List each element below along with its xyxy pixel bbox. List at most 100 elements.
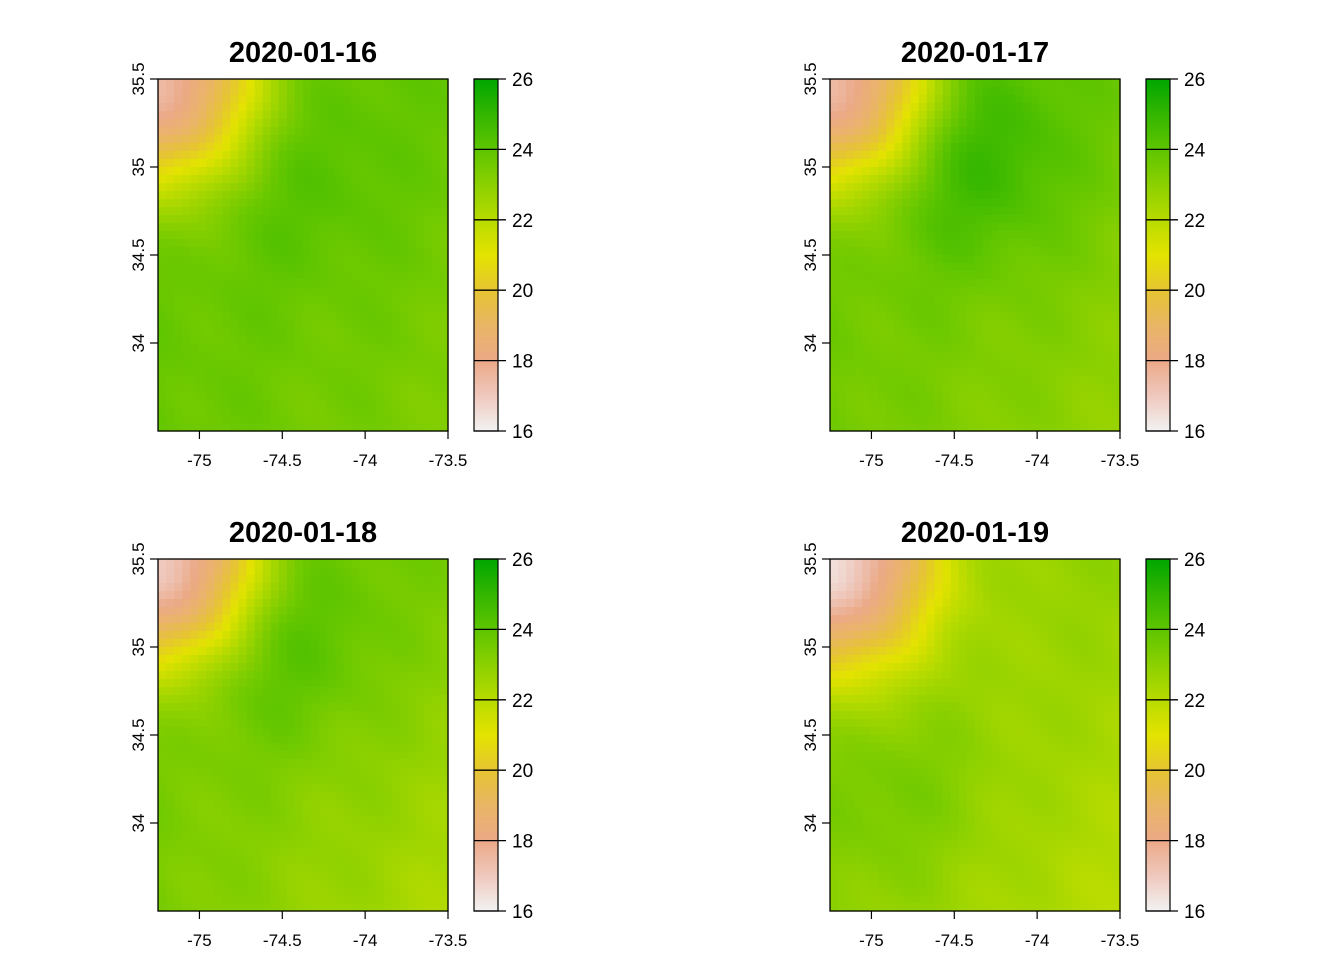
panel-title: 2020-01-18 — [229, 517, 377, 549]
raster-cell — [862, 151, 871, 160]
raster-cell — [399, 271, 409, 280]
raster-cell — [182, 887, 191, 896]
raster-cell — [391, 759, 401, 768]
raster-cell — [950, 87, 960, 96]
raster-cell — [206, 231, 215, 240]
raster-cell — [870, 279, 879, 288]
raster-cell — [359, 687, 369, 696]
raster-cell — [270, 895, 280, 904]
raster-cell — [991, 87, 1000, 96]
raster-cell — [1007, 111, 1016, 120]
raster-cell — [926, 167, 936, 176]
raster-cell — [166, 903, 175, 912]
raster-cell — [854, 575, 863, 584]
raster-cell — [383, 215, 393, 224]
raster-cell — [975, 415, 984, 424]
raster-cell — [1015, 367, 1024, 376]
raster-cell — [222, 127, 232, 136]
raster-cell — [214, 79, 224, 88]
raster-cell — [286, 87, 296, 96]
raster-cell — [439, 647, 449, 656]
raster-cell — [439, 159, 449, 168]
raster-cell — [966, 303, 976, 312]
raster-cell — [950, 303, 960, 312]
raster-cell — [303, 639, 312, 648]
raster-cell — [182, 311, 191, 320]
raster-cell — [391, 783, 401, 792]
raster-cell — [1015, 351, 1024, 360]
raster-cell — [375, 87, 385, 96]
raster-cell — [1111, 183, 1121, 192]
raster-cell — [278, 391, 288, 400]
raster-cell — [1071, 135, 1081, 144]
raster-cell — [999, 583, 1008, 592]
raster-cell — [1055, 375, 1065, 384]
raster-cell — [1063, 367, 1073, 376]
raster-cell — [399, 95, 409, 104]
raster-cell — [198, 871, 207, 880]
raster-cell — [918, 175, 928, 184]
raster-cell — [1007, 151, 1016, 160]
raster-cell — [423, 119, 433, 128]
raster-cell — [975, 263, 984, 272]
raster-cell — [182, 775, 191, 784]
raster-cell — [367, 719, 377, 728]
raster-cell — [950, 79, 960, 88]
raster-cell — [1071, 207, 1081, 216]
raster-cell — [1031, 223, 1041, 232]
raster-cell — [198, 359, 207, 368]
raster-cell — [838, 583, 847, 592]
raster-cell — [862, 367, 871, 376]
raster-cell — [254, 799, 264, 808]
raster-cell — [262, 415, 272, 424]
raster-cell — [1047, 399, 1057, 408]
raster-cell — [311, 415, 320, 424]
raster-cell — [1095, 119, 1105, 128]
raster-cell — [230, 351, 240, 360]
raster-cell — [206, 639, 215, 648]
raster-cell — [343, 767, 352, 776]
raster-cell — [910, 303, 920, 312]
raster-cell — [966, 415, 976, 424]
raster-cell — [415, 111, 425, 120]
raster-cell — [1039, 583, 1049, 592]
raster-cell — [278, 839, 288, 848]
raster-cell — [206, 687, 215, 696]
raster-cell — [439, 191, 449, 200]
raster-cell — [367, 847, 377, 856]
raster-cell — [294, 423, 304, 432]
raster-cell — [286, 247, 296, 256]
raster-cell — [166, 247, 175, 256]
raster-cell — [343, 415, 352, 424]
raster-cell — [407, 791, 417, 800]
raster-cell — [1079, 151, 1089, 160]
raster-cell — [359, 343, 369, 352]
raster-cell — [830, 319, 839, 328]
raster-cell — [206, 863, 215, 872]
raster-cell — [262, 663, 272, 672]
raster-cell — [214, 175, 224, 184]
raster-cell — [1103, 103, 1113, 112]
raster-cell — [190, 703, 199, 712]
raster-cell — [862, 383, 871, 392]
raster-cell — [222, 167, 232, 176]
raster-cell — [319, 687, 328, 696]
raster-cell — [1039, 143, 1049, 152]
raster-cell — [335, 639, 344, 648]
raster-cell — [343, 583, 352, 592]
raster-cell — [327, 639, 336, 648]
raster-cell — [910, 167, 920, 176]
raster-cell — [367, 623, 377, 632]
raster-cell — [975, 215, 984, 224]
raster-cell — [190, 335, 199, 344]
raster-cell — [222, 863, 232, 872]
raster-cell — [415, 319, 425, 328]
raster-cell — [1039, 407, 1049, 416]
raster-cell — [1007, 279, 1016, 288]
raster-cell — [894, 407, 904, 416]
raster-cell — [886, 319, 896, 328]
raster-cell — [926, 391, 936, 400]
raster-cell — [894, 351, 904, 360]
raster-cell — [1015, 311, 1024, 320]
raster-cell — [303, 815, 312, 824]
